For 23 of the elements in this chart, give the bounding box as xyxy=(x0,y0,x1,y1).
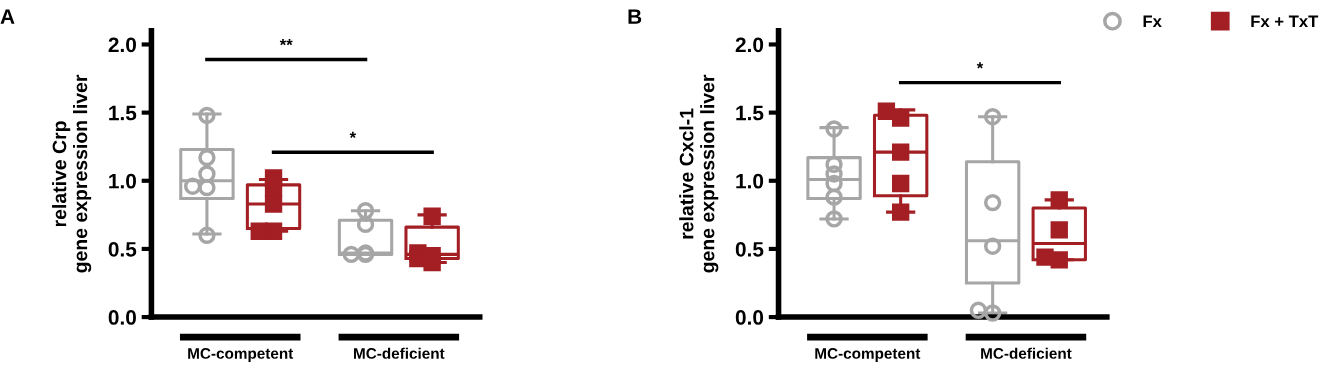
y-tick-label: 2.0 xyxy=(735,37,764,53)
annotation: * xyxy=(976,62,984,69)
x-tick-label: MC-competent xyxy=(815,348,921,362)
y-tick-label: 1.5 xyxy=(736,105,764,121)
y-tick-label: 0.0 xyxy=(108,310,136,325)
y-tick-label: 1.0 xyxy=(109,173,136,189)
chart-title: B xyxy=(628,9,642,24)
y-tick-label: 0.5 xyxy=(735,241,764,257)
chart-title: A xyxy=(0,9,15,24)
y-axis-title: relative Crp gene expression liver xyxy=(52,74,92,273)
y-axis-title: relative Cxcl-1 gene expression liver xyxy=(679,74,719,273)
y-tick-label: 0.0 xyxy=(735,310,764,325)
y-tick-label: 1.5 xyxy=(109,105,137,121)
x-tick-label: MC-deficient xyxy=(354,347,445,359)
annotation: ** xyxy=(279,39,293,46)
x-tick-label: MC-deficient xyxy=(981,347,1072,359)
y-tick-label: 2.0 xyxy=(108,37,136,53)
x-tick-label: MC-competent xyxy=(188,348,294,362)
legend-label: Fx + TxT xyxy=(1251,15,1319,28)
legend-label: Fx xyxy=(1143,15,1162,28)
y-tick-label: 0.5 xyxy=(108,241,137,257)
y-tick-label: 1.0 xyxy=(736,173,764,189)
annotation: * xyxy=(349,131,357,138)
